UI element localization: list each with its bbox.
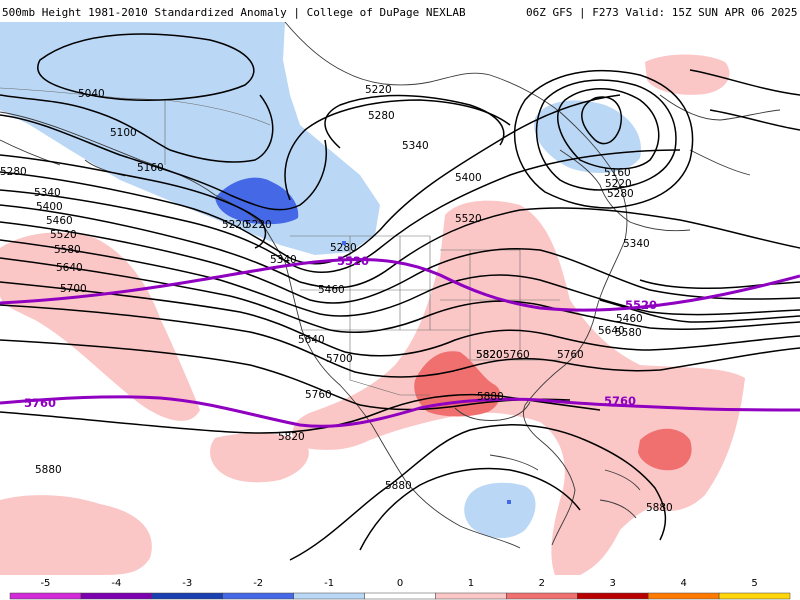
height-label: 5640 xyxy=(298,334,325,346)
height-label: 5760 xyxy=(557,349,584,361)
height-label: 5880 xyxy=(646,502,673,514)
height-label: 5220 xyxy=(365,84,392,96)
colorbar-segment xyxy=(293,592,365,600)
height-label: 5280 xyxy=(330,242,357,254)
chart-title: 500mb Height 1981-2010 Standardized Anom… xyxy=(2,6,466,19)
chart-header: 500mb Height 1981-2010 Standardized Anom… xyxy=(0,0,800,22)
height-label: 5220 xyxy=(605,178,632,190)
colorbar-segment xyxy=(222,592,294,600)
height-label: 5280 xyxy=(0,166,27,178)
colorbar-segment xyxy=(80,592,153,600)
highlight-labels: 5520 5520 5760 5760 xyxy=(24,254,657,410)
colorbar-tick-label: 3 xyxy=(610,578,616,589)
colorbar-tick-label: 4 xyxy=(680,578,686,589)
colorbar-tick-label: -1 xyxy=(324,578,334,589)
height-label: 5700 xyxy=(326,353,353,365)
colorbar-segment xyxy=(506,592,578,600)
height-label: 5040 xyxy=(78,88,105,100)
highlight-label: 5760 xyxy=(24,396,56,410)
colorbar-segment xyxy=(364,592,436,600)
height-label: 5880 xyxy=(477,391,504,403)
height-label: 5100 xyxy=(110,127,137,139)
height-label: 5520 xyxy=(455,213,482,225)
colorbar-tick-label: -5 xyxy=(40,578,50,589)
colorbar-segment xyxy=(647,592,720,600)
height-label: 5220 xyxy=(245,219,272,231)
height-label: 5340 xyxy=(270,254,297,266)
anomaly-colorbar: -5 -4 -3 -2 -1 0 1 2 3 4 5 xyxy=(9,578,791,600)
positive-anomaly-shading xyxy=(0,54,745,575)
station-marker xyxy=(342,241,346,245)
highlight-contours xyxy=(0,258,800,428)
height-label: 5400 xyxy=(455,172,482,184)
colorbar-segment xyxy=(151,592,223,600)
negative-anomaly-shading xyxy=(0,22,641,539)
height-label: 5340 xyxy=(623,238,650,250)
height-label: 5760 xyxy=(305,389,332,401)
colorbar-segments xyxy=(9,592,791,600)
colorbar-tick-label: 5 xyxy=(751,578,757,589)
height-label: 5820 xyxy=(476,349,503,361)
height-label: 5520 xyxy=(50,229,77,241)
height-label: 5580 xyxy=(54,244,81,256)
height-label: 5340 xyxy=(34,187,61,199)
station-marker xyxy=(507,500,511,504)
anomaly-map: 5040 5100 5160 5220 5280 5340 5400 5460 … xyxy=(0,22,800,575)
height-label: 5820 xyxy=(476,349,503,361)
highlight-label: 5520 xyxy=(337,254,369,268)
height-label: 5460 xyxy=(46,215,73,227)
colorbar-tick-label: 2 xyxy=(539,578,545,589)
height-label: 5880 xyxy=(385,480,412,492)
highlight-label: 5520 xyxy=(625,298,657,312)
height-label: 5640 xyxy=(598,325,625,337)
colorbar-segment xyxy=(9,592,82,600)
valid-time: 06Z GFS | F273 Valid: 15Z SUN APR 06 202… xyxy=(526,6,798,19)
height-label: 5160 xyxy=(604,167,631,179)
height-label: 5820 xyxy=(278,431,305,443)
colorbar-segment xyxy=(718,592,791,600)
height-label: 5460 xyxy=(616,313,643,325)
height-label: 5460 xyxy=(318,284,345,296)
colorbar-ticks: -5 -4 -3 -2 -1 0 1 2 3 4 5 xyxy=(40,578,757,589)
colorbar-tick-label: -3 xyxy=(182,578,192,589)
height-label: 5280 xyxy=(607,188,634,200)
colorbar-tick-label: 1 xyxy=(468,578,474,589)
colorbar-tick-label: -2 xyxy=(253,578,263,589)
height-label: 5640 xyxy=(56,262,83,274)
height-label: 5400 xyxy=(36,201,63,213)
height-label: 5160 xyxy=(137,162,164,174)
height-labels: 5040 5100 5160 5220 5280 5340 5400 5460 … xyxy=(0,84,673,514)
height-label: 5340 xyxy=(402,140,429,152)
height-label: 5220 xyxy=(222,219,249,231)
colorbar-segment xyxy=(577,592,649,600)
colorbar-tick-label: 0 xyxy=(397,578,403,589)
colorbar-segment xyxy=(435,592,507,600)
highlight-label: 5760 xyxy=(604,394,636,408)
height-label: 5880 xyxy=(35,464,62,476)
height-label: 5760 xyxy=(503,349,530,361)
height-label: 5580 xyxy=(615,327,642,339)
colorbar-tick-label: -4 xyxy=(111,578,121,589)
height-label: 5700 xyxy=(60,283,87,295)
height-label: 5280 xyxy=(368,110,395,122)
